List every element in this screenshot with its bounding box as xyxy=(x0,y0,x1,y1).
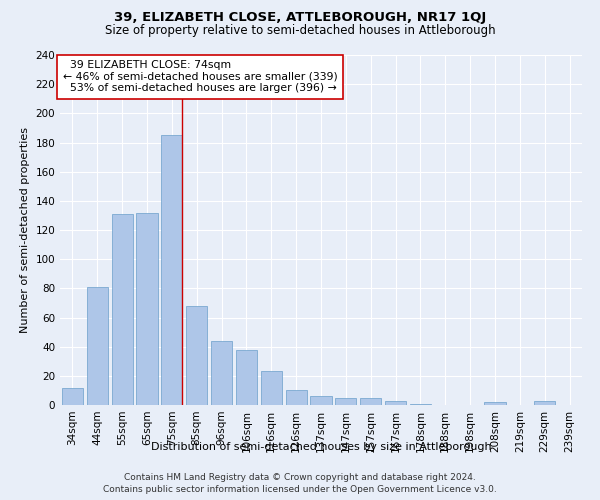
Bar xyxy=(335,398,356,405)
Bar xyxy=(161,135,182,405)
Text: 39, ELIZABETH CLOSE, ATTLEBOROUGH, NR17 1QJ: 39, ELIZABETH CLOSE, ATTLEBOROUGH, NR17 … xyxy=(114,11,486,24)
Text: Contains HM Land Registry data © Crown copyright and database right 2024.
Contai: Contains HM Land Registry data © Crown c… xyxy=(103,472,497,494)
Bar xyxy=(211,341,232,405)
Bar xyxy=(186,306,207,405)
Bar xyxy=(410,404,431,405)
Bar xyxy=(385,400,406,405)
Text: Size of property relative to semi-detached houses in Attleborough: Size of property relative to semi-detach… xyxy=(104,24,496,37)
Bar xyxy=(360,398,381,405)
Bar xyxy=(310,396,332,405)
Bar xyxy=(87,287,108,405)
Bar xyxy=(62,388,83,405)
Bar xyxy=(236,350,257,405)
Bar xyxy=(286,390,307,405)
Text: Distribution of semi-detached houses by size in Attleborough: Distribution of semi-detached houses by … xyxy=(151,442,491,452)
Bar xyxy=(261,372,282,405)
Bar xyxy=(484,402,506,405)
Bar xyxy=(534,400,555,405)
Bar xyxy=(112,214,133,405)
Y-axis label: Number of semi-detached properties: Number of semi-detached properties xyxy=(20,127,30,333)
Text: 39 ELIZABETH CLOSE: 74sqm
← 46% of semi-detached houses are smaller (339)
  53% : 39 ELIZABETH CLOSE: 74sqm ← 46% of semi-… xyxy=(62,60,337,94)
Bar xyxy=(136,212,158,405)
